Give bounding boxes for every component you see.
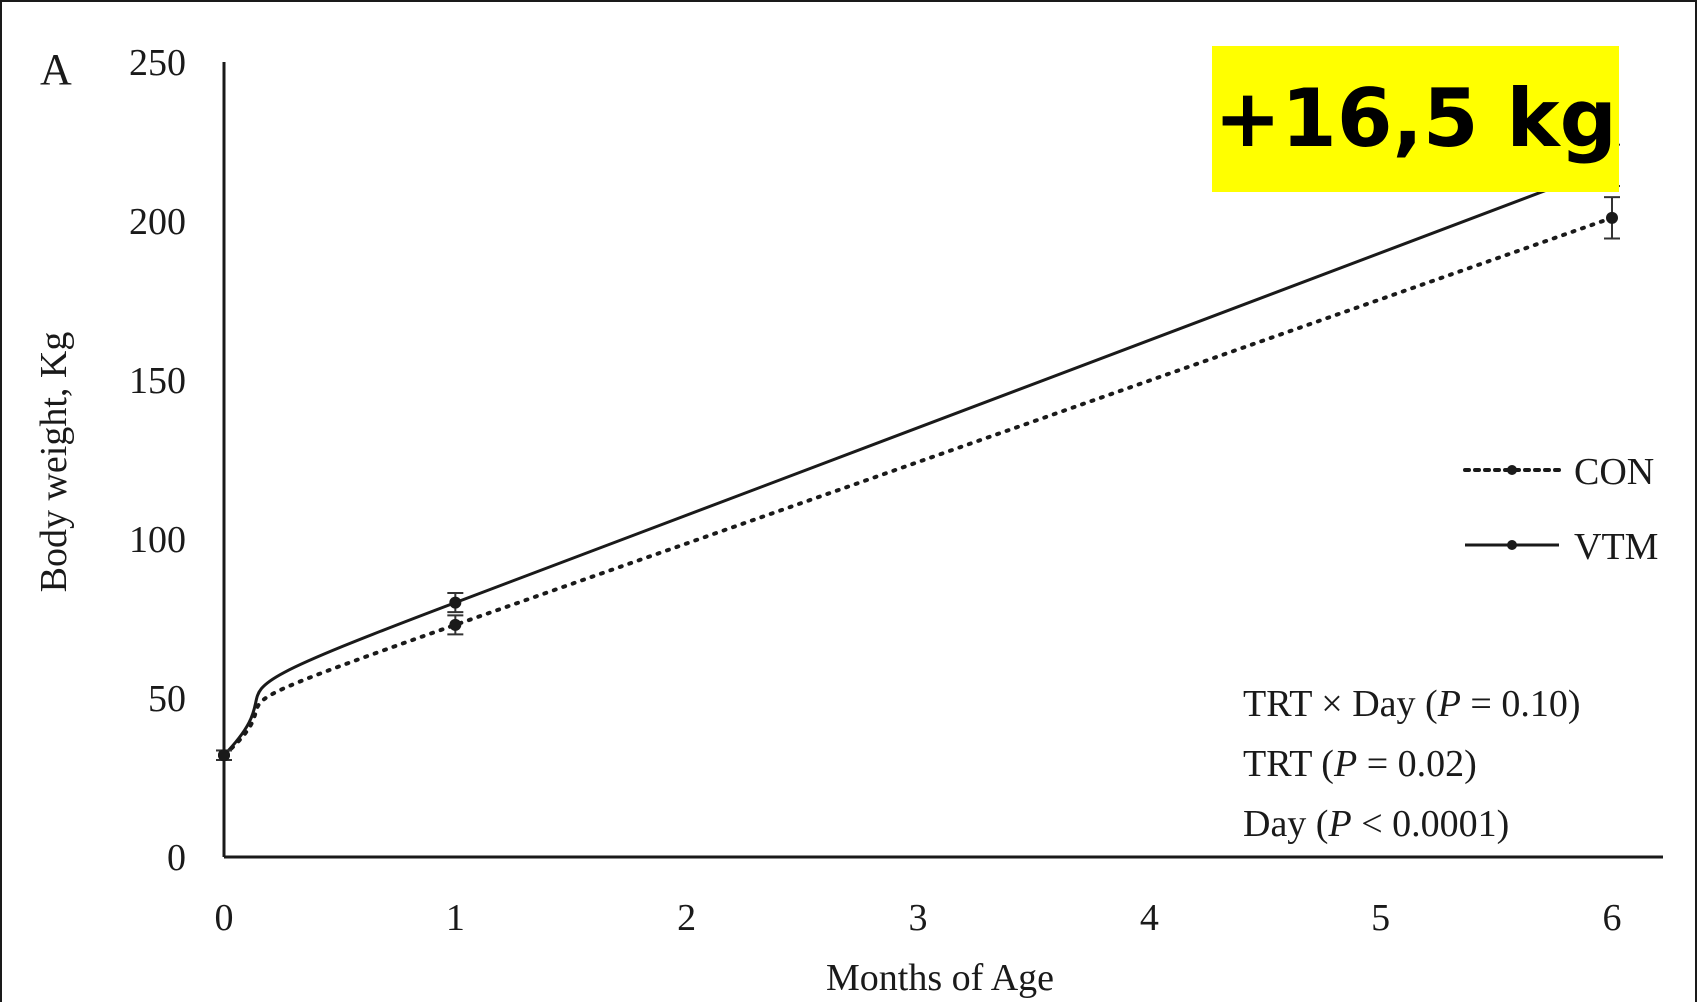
y-tick-label-200: 200 [129, 201, 186, 243]
series-layer [216, 143, 1620, 762]
x-tick-label-1: 1 [446, 897, 465, 939]
stat-trt: TRT (P = 0.02) [1243, 743, 1477, 785]
weight-gain-annotation: +16,5 kg [1212, 46, 1619, 192]
point-vtm-0 [218, 749, 230, 762]
y-tick-label-0: 0 [167, 837, 186, 879]
x-tick-label-5: 5 [1371, 897, 1390, 939]
y-tick-label-250: 250 [129, 42, 186, 84]
legend-item-con: CON [1463, 451, 1654, 493]
series-con-line [222, 215, 1614, 758]
x-tick-label-0: 0 [215, 897, 234, 939]
y-tick-label-150: 150 [129, 360, 186, 402]
point-con-6 [1606, 211, 1618, 224]
x-tick-label-4: 4 [1140, 897, 1159, 939]
x-tick-label-3: 3 [909, 897, 928, 939]
legend-item-vtm: VTM [1465, 526, 1658, 568]
point-con-1 [449, 618, 462, 631]
x-tick-label-6: 6 [1603, 897, 1622, 939]
x-tick-label-2: 2 [677, 897, 696, 939]
y-tick-labels: 0 50 100 150 200 250 [129, 42, 186, 879]
y-tick-label-100: 100 [129, 519, 186, 561]
legend-con-label: CON [1574, 451, 1654, 493]
x-tick-labels: 0 1 2 3 4 5 6 [215, 897, 1622, 939]
y-axis-title: Body weight, Kg [33, 332, 75, 593]
weight-gain-text: +16,5 kg [1214, 72, 1617, 165]
stat-day: Day (P < 0.0001) [1243, 803, 1509, 845]
legend-vtm-marker [1507, 540, 1517, 550]
panel-label: A [40, 45, 72, 94]
series-vtm-line [222, 163, 1613, 757]
legend-vtm-label: VTM [1574, 526, 1658, 568]
x-axis-title: Months of Age [826, 957, 1054, 999]
legend-con-marker [1507, 465, 1517, 475]
statistics-block: TRT × Day (P = 0.10) TRT (P = 0.02) Day … [1243, 683, 1581, 845]
legend: CON VTM [1463, 451, 1658, 568]
y-tick-label-50: 50 [148, 678, 186, 720]
stat-trt-day: TRT × Day (P = 0.10) [1243, 683, 1581, 725]
point-vtm-1 [449, 596, 462, 609]
